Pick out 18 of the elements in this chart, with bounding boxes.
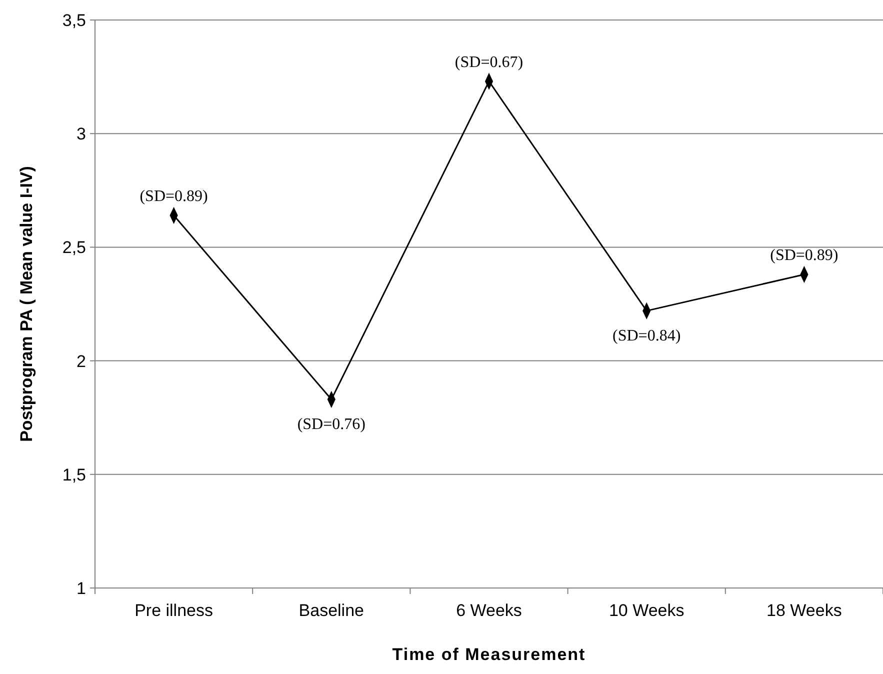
x-tick-label: Baseline: [298, 601, 364, 620]
y-tick-label: 1,5: [62, 465, 86, 484]
y-tick-label: 3: [76, 124, 86, 144]
annotation: (SD=0.67): [454, 54, 524, 71]
y-tick-label: 1: [76, 578, 86, 598]
y-tick-label: 2,5: [62, 238, 86, 258]
annotation: (SD=0.89): [770, 247, 838, 264]
annotation: (SD=0.89): [140, 188, 208, 205]
annotation: (SD=0.84): [612, 327, 681, 344]
x-tick-label: 18 Weeks: [766, 601, 842, 620]
x-tick-label: Pre illness: [134, 601, 214, 620]
x-tick-label: 10 Weeks: [608, 601, 684, 620]
annotation: (SD=0.76): [297, 416, 366, 434]
x-axis-title: Time of Measurement: [392, 645, 586, 664]
y-tick-label: 3,5: [62, 10, 86, 30]
x-tick-label: 6 Weeks: [456, 601, 522, 620]
y-axis-title: Postprogram PA ( Mean value I-IV): [17, 166, 36, 442]
y-tick-label: 2: [76, 352, 86, 371]
